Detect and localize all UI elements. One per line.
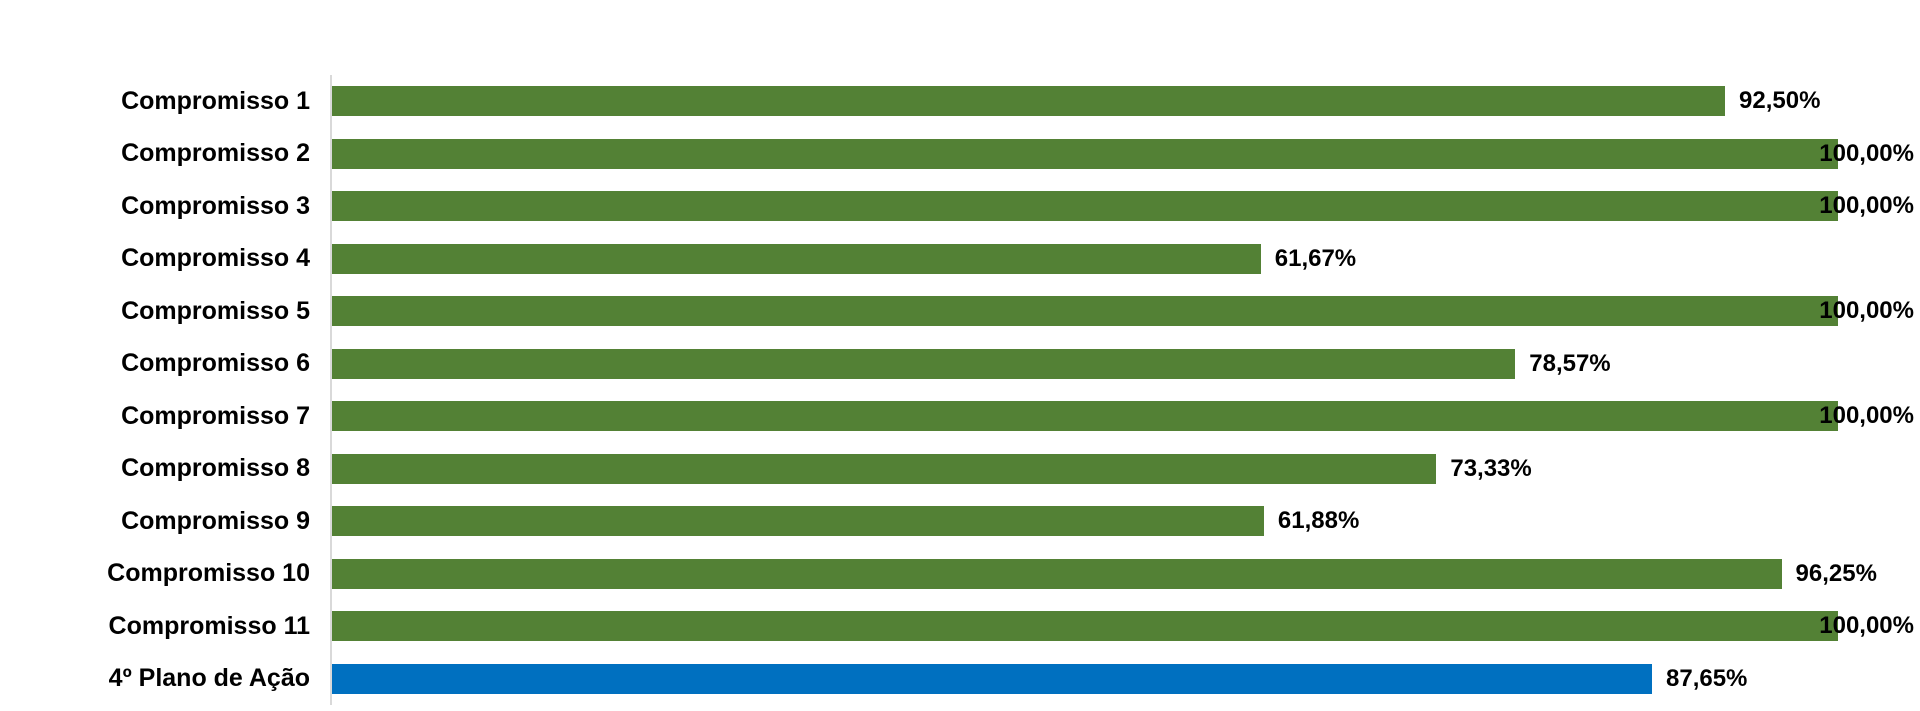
bar <box>332 243 1261 274</box>
bar-row: Compromisso 6 78,57% <box>0 338 1920 391</box>
category-axis-line <box>330 75 332 705</box>
category-label: Compromisso 8 <box>121 454 310 483</box>
bar <box>332 296 1838 327</box>
category-label: Compromisso 1 <box>121 86 310 115</box>
bar <box>332 191 1838 222</box>
bar <box>332 86 1726 117</box>
plot-cell: 61,67% <box>332 233 1838 286</box>
plot-cell: 78,57% <box>332 338 1838 391</box>
plot-cell: 100,00% <box>332 600 1914 653</box>
bar-row: Compromisso 11 100,00% <box>0 600 1920 653</box>
bar-row: Compromisso 3 100,00% <box>0 180 1920 233</box>
value-label: 87,65% <box>1666 664 1748 692</box>
value-label: 61,88% <box>1277 507 1360 535</box>
value-label: 92,50% <box>1739 87 1821 115</box>
category-label: Compromisso 5 <box>121 296 310 325</box>
category-label: Compromisso 7 <box>121 401 310 430</box>
bar <box>332 453 1437 484</box>
category-label: Compromisso 10 <box>107 559 310 588</box>
plot-cell: 96,25% <box>332 548 1877 601</box>
plot-cell: 92,50% <box>332 75 1838 128</box>
bar-row: Compromisso 9 61,88% <box>0 495 1920 548</box>
value-label: 73,33% <box>1450 454 1532 482</box>
bar <box>332 348 1516 379</box>
category-label: Compromisso 9 <box>121 506 310 535</box>
category-label: 4º Plano de Ação <box>108 664 310 693</box>
bar <box>332 506 1264 537</box>
plot-cell: 73,33% <box>332 443 1838 496</box>
bar-row: Compromisso 10 96,25% <box>0 548 1920 601</box>
value-label: 100,00% <box>1819 612 1914 640</box>
plot-cell: 100,00% <box>332 128 1914 181</box>
value-label: 100,00% <box>1819 192 1914 220</box>
bar-row: Compromisso 7 100,00% <box>0 390 1920 443</box>
bar-row: Compromisso 4 61,67% <box>0 233 1920 286</box>
plot-cell: 61,88% <box>332 495 1838 548</box>
bar-row: Compromisso 8 73,33% <box>0 443 1920 496</box>
value-label: 100,00% <box>1819 402 1914 430</box>
category-label: Compromisso 6 <box>121 349 310 378</box>
value-label: 96,25% <box>1795 559 1877 587</box>
bar <box>332 558 1782 589</box>
value-label: 78,57% <box>1529 349 1611 377</box>
category-label: Compromisso 11 <box>108 611 310 640</box>
category-label: Compromisso 3 <box>121 191 310 220</box>
plot-cell: 100,00% <box>332 180 1914 233</box>
value-label: 100,00% <box>1819 139 1914 167</box>
bar-row: 4º Plano de Ação 87,65% <box>0 653 1920 706</box>
category-label: Compromisso 4 <box>121 244 310 273</box>
bar <box>332 611 1838 642</box>
bar-row: Compromisso 2 100,00% <box>0 128 1920 181</box>
plot-cell: 100,00% <box>332 285 1914 338</box>
bar-rows: Compromisso 1 92,50% Compromisso 2 100,00% C… <box>0 75 1920 705</box>
plot-cell: 87,65% <box>332 653 1838 706</box>
highlight-bar <box>332 663 1652 694</box>
value-label: 61,67% <box>1274 244 1357 272</box>
value-label: 100,00% <box>1819 297 1914 325</box>
plot-cell: 100,00% <box>332 390 1914 443</box>
bar-row: Compromisso 5 100,00% <box>0 285 1920 338</box>
bar-row: Compromisso 1 92,50% <box>0 75 1920 128</box>
bar <box>332 138 1838 169</box>
bar <box>332 401 1838 432</box>
category-label: Compromisso 2 <box>121 139 310 168</box>
